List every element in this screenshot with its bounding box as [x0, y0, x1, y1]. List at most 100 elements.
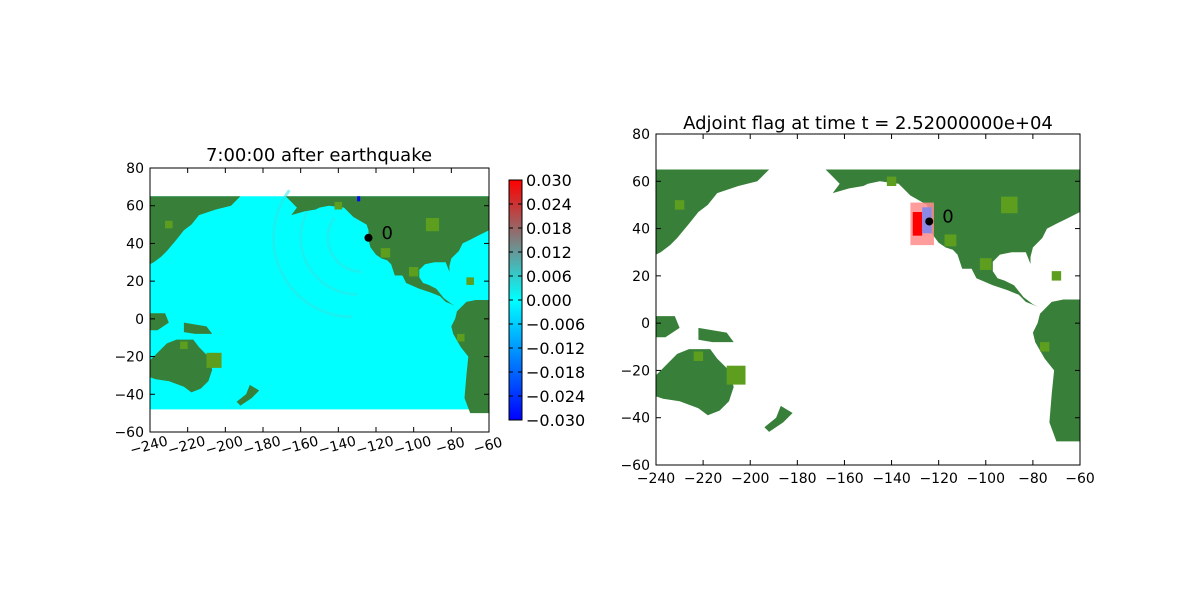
colorbar-tick-label: −0.012 [526, 339, 585, 358]
land-highlight [408, 267, 419, 277]
right-axes-frame [655, 133, 1081, 466]
land-highlight [334, 201, 343, 210]
flag-region-red [912, 212, 923, 236]
right-gauge-dot [925, 217, 934, 226]
colorbar-tick-label: 0.018 [526, 219, 572, 238]
land-newZealand [764, 405, 793, 432]
x-tick-label: −240 [637, 471, 675, 487]
left-y-axis: 80 60 40 20 0 −20 −40 −60 [114, 161, 489, 441]
land-newZealand [236, 384, 260, 406]
land-australia [656, 349, 734, 416]
y-tick-label: 20 [632, 269, 650, 285]
x-tick-label: −220 [684, 471, 722, 487]
left-gauge-label: 0 [381, 223, 392, 244]
right-y-axis: 80 60 40 20 0 −20 −40 −60 [620, 127, 1080, 474]
y-tick-label: −20 [620, 363, 650, 379]
land-indonesia [656, 316, 680, 338]
x-tick-label: −160 [825, 471, 863, 487]
y-tick-label: 40 [126, 236, 144, 252]
land-northAmerica [809, 169, 1080, 307]
x-tick-label: −180 [241, 433, 282, 458]
tsunami-surface-plot: 7:00:00 after earthquake 80 60 40 20 0 −20 −40… [114, 145, 504, 459]
land-highlight [726, 365, 746, 385]
land-highlight [456, 333, 465, 342]
y-tick-label: −20 [114, 350, 144, 366]
land-highlight [425, 217, 440, 232]
x-tick-label: −100 [392, 433, 433, 458]
colorbar-ticks: 0.030 0.024 0.018 0.012 0.006 0.000 −0.006 −0.0… [509, 171, 585, 430]
land-highlight [944, 234, 957, 247]
land-highlight [206, 352, 222, 368]
colorbar-tick-label: −0.030 [526, 411, 585, 430]
x-tick-label: −180 [778, 471, 816, 487]
wave-front [272, 189, 353, 319]
y-tick-label: 60 [126, 199, 144, 215]
left-map-layer [150, 189, 489, 414]
colorbar-tick-label: −0.006 [526, 315, 585, 334]
land-southAmerica [451, 300, 489, 414]
y-tick-label: −60 [620, 458, 650, 474]
colorbar-tick-label: 0.030 [526, 171, 572, 190]
x-tick-label: −140 [872, 471, 910, 487]
colorbar-tick-label: 0.012 [526, 243, 572, 262]
x-tick-label: −120 [354, 433, 395, 458]
y-tick-label: 80 [632, 127, 650, 143]
x-tick-label: −120 [919, 471, 957, 487]
land-highlight [380, 248, 391, 258]
colorbar-tick-label: −0.018 [526, 363, 585, 382]
land-newGuinea [183, 322, 213, 334]
land-asia [150, 196, 241, 265]
right-plot-title: Adjoint flag at time t = 2.52000000e+04 [683, 113, 1053, 134]
land-highlight [165, 220, 173, 229]
land-highlight [886, 176, 897, 187]
left-gauge-marker: 0 [364, 223, 393, 244]
y-tick-label: −40 [620, 411, 650, 427]
y-tick-label: −40 [114, 387, 144, 403]
x-tick-label: −200 [731, 471, 769, 487]
right-gauge-marker: 0 [925, 206, 954, 227]
land-newGuinea [698, 327, 734, 343]
adjoint-flag-plot: Adjoint flag at time t = 2.52000000e+04 … [620, 113, 1094, 487]
x-tick-label: −160 [279, 433, 320, 458]
x-tick-label: −60 [472, 435, 505, 458]
y-tick-label: 60 [632, 174, 650, 190]
x-tick-label: −220 [166, 433, 207, 458]
right-x-axis: −240 −220 −200 −180 −160 −140 −120 −100 −80 −60 [637, 134, 1095, 487]
wave-front [326, 216, 362, 274]
x-tick-label: −200 [204, 433, 245, 458]
colorbar-tick-label: 0.000 [526, 291, 572, 310]
y-tick-label: −60 [114, 425, 144, 441]
x-tick-label: −140 [317, 433, 358, 458]
left-gauge-dot [364, 233, 373, 242]
y-tick-label: 80 [126, 161, 144, 177]
wave-peak [357, 196, 361, 202]
land-highlight [674, 200, 685, 210]
land-highlight [1039, 342, 1050, 352]
colorbar-tick-label: 0.024 [526, 195, 572, 214]
land-highlight [979, 258, 992, 270]
left-plot-title: 7:00:00 after earthquake [206, 145, 432, 166]
x-tick-label: −80 [434, 435, 467, 458]
right-map-layer [656, 169, 1080, 442]
land-highlight [466, 277, 474, 285]
colorbar: 0.030 0.024 0.018 0.012 0.006 0.000 −0.006 −0.0… [508, 171, 585, 430]
land-asia [656, 169, 770, 255]
land-highlight [1051, 271, 1062, 281]
wave-front [299, 202, 358, 296]
y-tick-label: 0 [135, 312, 144, 328]
colorbar-tick-label: −0.024 [526, 387, 585, 406]
y-tick-label: 0 [641, 316, 650, 332]
left-axes-frame [149, 167, 490, 433]
land-highlight [1001, 196, 1018, 214]
land-indonesia [150, 313, 169, 331]
x-tick-label: −100 [967, 471, 1005, 487]
right-gauge-label: 0 [942, 206, 953, 227]
y-tick-label: 40 [632, 222, 650, 238]
land-southAmerica [1032, 299, 1080, 442]
land-highlight [693, 351, 704, 361]
x-tick-label: −60 [1065, 471, 1095, 487]
y-tick-label: 20 [126, 274, 144, 290]
colorbar-tick-label: 0.006 [526, 267, 572, 286]
land-highlight [180, 341, 188, 350]
